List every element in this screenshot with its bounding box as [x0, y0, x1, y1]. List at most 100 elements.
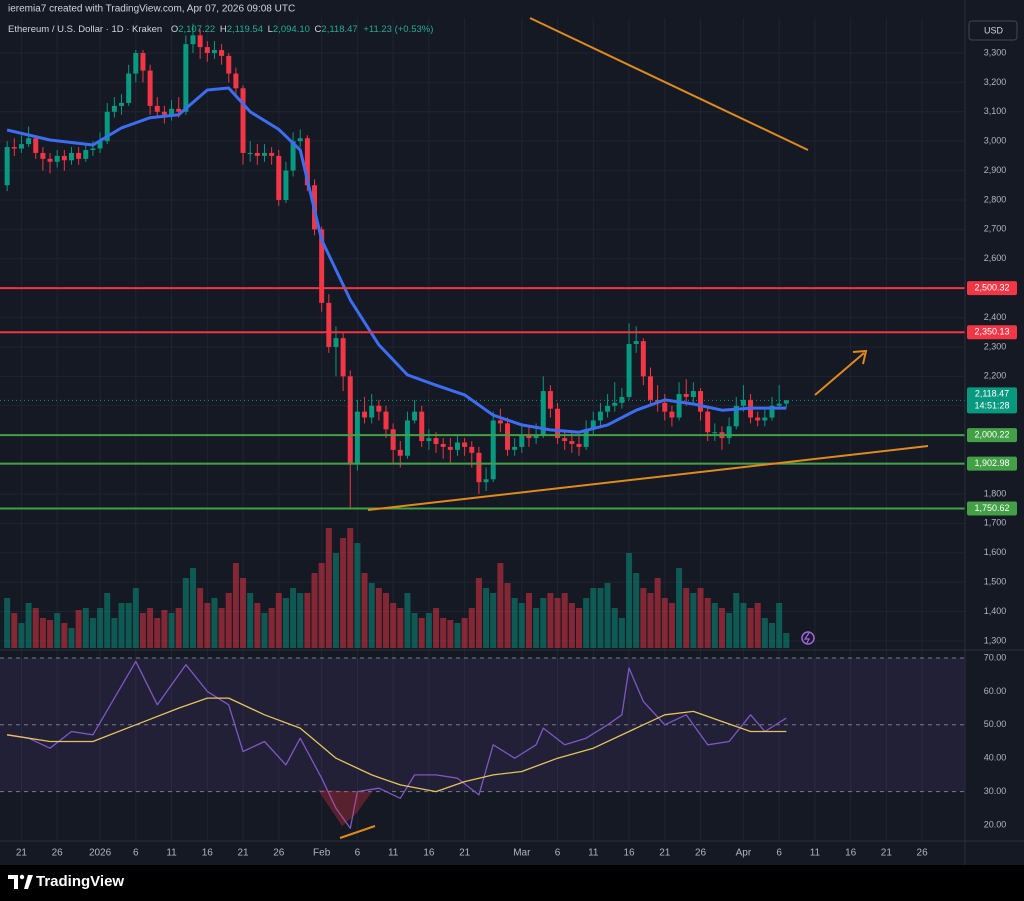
x-tick-label: 16: [202, 848, 214, 859]
x-tick-label: 16: [623, 848, 635, 859]
candle-body: [576, 443, 582, 447]
plot-layer: [0, 18, 965, 840]
y-tick-label: 1,400: [984, 606, 1007, 616]
candle-body: [454, 442, 460, 450]
level-label-box: [967, 456, 1017, 471]
y-tick-label: 1,500: [984, 577, 1007, 587]
volume-bar: [411, 613, 418, 648]
volume-bar: [175, 608, 182, 648]
brand-name: TradingView: [36, 873, 124, 890]
candle-body: [354, 411, 360, 465]
volume-bar: [754, 603, 761, 648]
volume-bar: [32, 608, 39, 648]
candle-body: [612, 402, 618, 406]
candle-body: [569, 441, 575, 444]
volume-bar: [82, 608, 89, 648]
candle-body: [597, 411, 603, 421]
x-tick-label: 11: [810, 848, 821, 859]
y-tick-label: 1,700: [984, 518, 1007, 528]
ohlc-value: 2,118.47: [321, 24, 357, 35]
candle-body: [319, 229, 325, 303]
candle-body: [68, 152, 74, 161]
x-tick-label: 21: [659, 848, 671, 859]
x-tick-label: 6: [555, 848, 561, 859]
currency-button[interactable]: [968, 20, 1018, 41]
x-tick-label: Feb: [313, 848, 331, 859]
ema-line: [6, 86, 787, 434]
x-tick-label: 26: [917, 848, 929, 859]
volume-bar: [397, 608, 404, 648]
candle-body: [197, 35, 203, 48]
candle-body: [126, 73, 132, 103]
volume-bar: [490, 593, 497, 648]
volume-bar: [425, 613, 432, 648]
candle-body: [669, 411, 675, 418]
author-line: ieremia7 created with TradingView.com, A…: [8, 4, 295, 15]
volume-bar: [11, 613, 18, 648]
volume-bar: [511, 598, 518, 648]
volume-bar: [282, 598, 289, 648]
volume-bar: [304, 593, 311, 648]
ohlc-key: L: [268, 24, 273, 35]
candle-body: [740, 399, 746, 406]
candle-body: [462, 442, 468, 447]
candle-body: [626, 344, 632, 397]
candle-body: [269, 152, 275, 156]
y-tick-label: 2,800: [984, 194, 1007, 204]
candle-body: [104, 111, 110, 142]
x-tick-label: 21: [237, 848, 249, 859]
candle-body: [290, 141, 296, 171]
candle-body: [762, 417, 768, 421]
volume-bar: [61, 623, 68, 648]
volume-bar: [240, 578, 247, 648]
alert-icon[interactable]: [801, 631, 815, 645]
alert-icon-bolt: [803, 632, 810, 644]
y-tick-label: 20.00: [984, 819, 1007, 829]
candle-body: [40, 152, 46, 159]
change: +11.23 (+0.53%): [363, 24, 433, 35]
volume-bar: [47, 620, 54, 648]
ohlc-key: H: [220, 24, 227, 35]
candle-body: [340, 338, 346, 377]
volume-bar: [447, 620, 454, 648]
y-tick-label: 1,800: [984, 488, 1007, 498]
volume-bar: [118, 603, 125, 648]
volume-bar: [325, 528, 332, 648]
candle-body: [469, 446, 475, 453]
x-tick-label: 26: [695, 848, 707, 859]
candle-body: [683, 394, 689, 397]
y-tick-label: 50.00: [984, 719, 1007, 729]
volume-bar: [182, 578, 189, 648]
candle-body: [676, 394, 682, 418]
candle-body: [18, 144, 24, 149]
candle-body: [755, 417, 761, 421]
candle-body: [555, 408, 561, 439]
volume-bar: [139, 613, 146, 648]
candle-body: [562, 438, 568, 442]
candle-body: [369, 405, 375, 418]
candle-body: [433, 438, 439, 444]
volume-bar: [475, 578, 482, 648]
candle-body: [698, 391, 704, 412]
volume-bar: [668, 603, 675, 648]
volume-bar: [576, 608, 582, 648]
candle-body: [783, 400, 789, 404]
volume-bar: [497, 563, 504, 648]
candle-body: [769, 405, 775, 418]
x-tick-label: 11: [166, 848, 177, 859]
candle-body: [590, 420, 596, 430]
volume-bar: [483, 588, 490, 648]
volume-bar: [147, 608, 154, 648]
volume-bar: [297, 593, 304, 648]
candle-body: [183, 44, 189, 112]
volume-bar: [154, 618, 161, 648]
y-tick-label: 3,300: [984, 47, 1007, 57]
candle-body: [226, 55, 232, 74]
candle-body: [140, 52, 146, 71]
last-price-label: 2,118.47: [975, 389, 1009, 399]
volume-bar: [554, 598, 561, 648]
level-label: 2,500.32: [974, 282, 1009, 292]
candle-body: [426, 438, 432, 442]
y-tick-label: 40.00: [984, 753, 1007, 763]
